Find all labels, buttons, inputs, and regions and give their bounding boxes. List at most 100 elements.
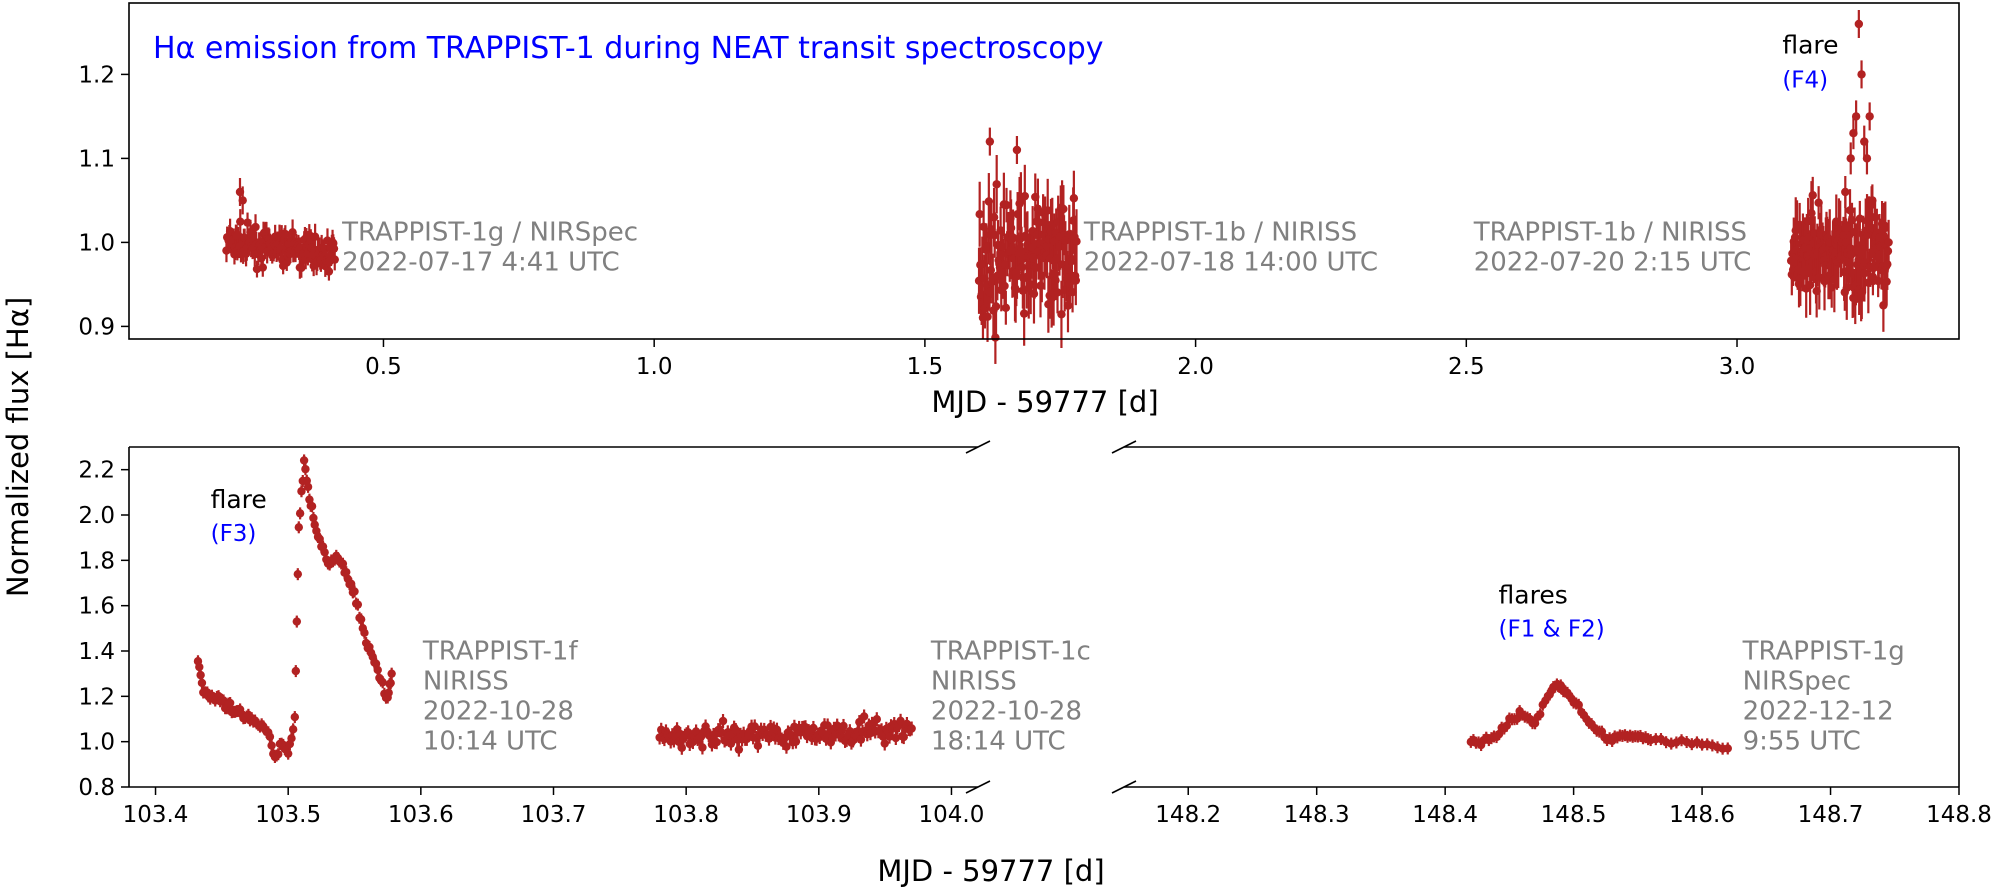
data-point bbox=[297, 485, 306, 498]
flare-label: flare bbox=[1782, 30, 1838, 59]
data-point bbox=[292, 615, 302, 628]
data-point bbox=[258, 258, 267, 277]
x-tick-label: 148.5 bbox=[1541, 802, 1607, 828]
data-point bbox=[1851, 100, 1861, 133]
target-annotation: 9:55 UTC bbox=[1743, 727, 1861, 757]
data-point bbox=[291, 665, 301, 678]
x-tick-label: 148.6 bbox=[1669, 802, 1735, 828]
target-annotation: 2022-07-18 14:00 UTC bbox=[1084, 247, 1378, 277]
x-tick-label: 103.8 bbox=[653, 802, 719, 828]
y-tick-label: 1.1 bbox=[78, 146, 115, 172]
flare-label: flares bbox=[1499, 580, 1568, 609]
data-point bbox=[353, 598, 363, 611]
target-annotation: TRAPPIST-1b / NIRISS bbox=[1473, 217, 1747, 247]
data-point bbox=[726, 736, 736, 751]
top-x-ticks: 0.5 1.0 1.5 2.0 2.5 3.0 bbox=[365, 339, 1755, 380]
flare-id: (F4) bbox=[1782, 67, 1828, 93]
data-point bbox=[855, 715, 864, 730]
x-tick-label: 103.9 bbox=[786, 802, 852, 828]
bottom-left-data-marks bbox=[193, 454, 916, 763]
data-point bbox=[378, 676, 387, 689]
target-annotation: TRAPPIST-1b / NIRISS bbox=[1083, 217, 1357, 247]
x-tick-label: 148.3 bbox=[1284, 802, 1350, 828]
bottom-panel: 103.4 103.5 103.6 103.7 103.8 103.9 104.0 148.… bbox=[78, 440, 1992, 888]
x-tick-label: 2.5 bbox=[1448, 354, 1485, 380]
y-tick-label: 1.8 bbox=[78, 548, 115, 574]
data-point bbox=[293, 568, 303, 581]
data-point bbox=[880, 736, 889, 751]
y-tick-label: 1.0 bbox=[78, 730, 115, 756]
data-point bbox=[356, 613, 366, 626]
target-annotation: NIRSpec bbox=[1743, 667, 1851, 697]
data-point bbox=[734, 742, 744, 757]
data-point bbox=[712, 735, 721, 750]
data-point bbox=[236, 209, 245, 235]
data-point bbox=[1857, 60, 1866, 89]
data-point bbox=[891, 730, 901, 745]
target-annotation: TRAPPIST-1f bbox=[422, 637, 579, 667]
data-point bbox=[1841, 176, 1850, 208]
y-tick-label: 1.2 bbox=[78, 62, 115, 88]
axis-break-mark bbox=[1111, 780, 1137, 794]
data-point bbox=[330, 248, 339, 271]
y-tick-label: 2.2 bbox=[78, 458, 115, 484]
data-point bbox=[991, 278, 1001, 335]
data-point bbox=[1870, 201, 1880, 234]
bottom-right-x-ticks: 148.2 148.3 148.4 148.5 148.6 148.7 148.8 bbox=[1155, 787, 1992, 828]
data-point bbox=[896, 713, 905, 728]
bottom-left-y-ticks: 0.8 1.0 1.2 1.4 1.6 1.8 2.0 2.2 bbox=[78, 458, 129, 801]
flare-id: (F1 & F2) bbox=[1499, 616, 1605, 642]
data-point bbox=[303, 480, 313, 493]
y-tick-label: 1.6 bbox=[78, 594, 115, 620]
x-tick-label: 148.2 bbox=[1155, 802, 1221, 828]
x-tick-label: 3.0 bbox=[1719, 354, 1756, 380]
data-point bbox=[225, 697, 235, 710]
target-annotation: TRAPPIST-1c bbox=[930, 637, 1091, 667]
target-annotation: TRAPPIST-1g bbox=[1742, 637, 1905, 667]
data-point bbox=[1012, 136, 1022, 164]
top-x-axis-label: MJD - 59777 [d] bbox=[931, 385, 1158, 419]
axis-break-mark bbox=[965, 780, 991, 794]
data-point bbox=[299, 454, 309, 467]
chart-title: Hα emission from TRAPPIST-1 during NEAT … bbox=[153, 31, 1104, 66]
data-point bbox=[274, 748, 283, 761]
target-annotation: 10:14 UTC bbox=[423, 727, 558, 757]
x-tick-label: 1.0 bbox=[636, 354, 673, 380]
bottom-left-x-ticks: 103.4 103.5 103.6 103.7 103.8 103.9 104.0 bbox=[123, 787, 984, 828]
top-plot-frame bbox=[128, 2, 1960, 340]
data-point bbox=[718, 714, 728, 729]
flare-id: (F3) bbox=[211, 521, 257, 547]
y-tick-label: 1.2 bbox=[78, 684, 115, 710]
target-annotation: 18:14 UTC bbox=[931, 727, 1066, 757]
data-point bbox=[1536, 708, 1545, 721]
data-point bbox=[267, 739, 276, 752]
target-annotation: 2022-10-28 bbox=[423, 697, 574, 727]
data-point bbox=[290, 711, 300, 724]
target-annotation: TRAPPIST-1g / NIRSpec bbox=[341, 217, 638, 247]
data-point bbox=[1855, 200, 1865, 237]
data-point bbox=[985, 127, 995, 156]
y-tick-label: 2.0 bbox=[78, 503, 115, 529]
x-tick-label: 148.7 bbox=[1798, 802, 1864, 828]
x-tick-label: 103.7 bbox=[521, 802, 587, 828]
data-point bbox=[238, 186, 247, 215]
data-point bbox=[1001, 290, 1011, 325]
data-point bbox=[281, 225, 290, 243]
data-point bbox=[872, 712, 881, 727]
data-point bbox=[1862, 142, 1872, 175]
data-point bbox=[1846, 142, 1855, 175]
data-point bbox=[907, 721, 916, 736]
data-point bbox=[677, 740, 687, 755]
target-annotation: 2022-07-20 2:15 UTC bbox=[1474, 247, 1752, 277]
data-point bbox=[288, 723, 298, 736]
flare-label: flare bbox=[211, 485, 267, 514]
bottom-x-axis-label: MJD - 59777 [d] bbox=[877, 854, 1104, 888]
data-point bbox=[990, 212, 999, 258]
data-point bbox=[992, 155, 1001, 214]
data-point bbox=[975, 181, 984, 247]
data-point bbox=[1019, 281, 1029, 346]
top-y-ticks: 0.9 1.0 1.1 1.2 bbox=[78, 62, 129, 340]
